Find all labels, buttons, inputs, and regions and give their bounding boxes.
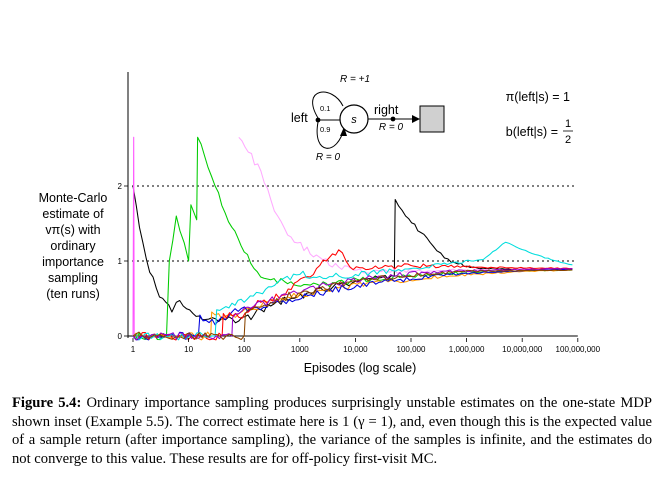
series-line xyxy=(238,136,573,274)
arc-bottom-label: R = 0 xyxy=(316,152,341,163)
x-tick-label: 100 xyxy=(238,345,252,354)
series-line xyxy=(132,241,573,341)
y-ticks: 0 1 2 xyxy=(118,182,128,341)
y-tick-label: 1 xyxy=(118,257,123,266)
terminal-state xyxy=(419,105,445,133)
x-tick-label: 10 xyxy=(184,345,193,354)
right-label: right xyxy=(374,103,399,117)
x-tick-label: 1,000,000 xyxy=(449,345,485,354)
y-axis-label-line: importance xyxy=(42,255,104,269)
y-axis-label-line: ordinary xyxy=(50,239,96,253)
y-tick-label: 2 xyxy=(118,182,123,191)
y-axis-label-line: (ten runs) xyxy=(46,287,100,301)
x-ticks: 1 10 100 1000 10,000 100,000 1,000,000 10,000,0… xyxy=(131,338,601,354)
x-tick-label: 1000 xyxy=(291,345,309,354)
state-label: s xyxy=(351,114,357,126)
series-line xyxy=(132,185,573,324)
right-reward-label: R = 0 xyxy=(379,122,404,133)
x-tick-label: 100,000 xyxy=(397,345,426,354)
y-axis-label-line: estimate of xyxy=(42,207,104,221)
mdp-inset: R = +1 R = 0 0.1 0.9 left s right R = 0 … xyxy=(291,74,573,163)
arc-top-path xyxy=(312,91,344,119)
y-axis-label-line: sampling xyxy=(47,271,99,285)
b-formula-denominator: 2 xyxy=(565,134,571,146)
caption-text: Ordinary importance sampling produces su… xyxy=(12,395,653,467)
caption-label: Figure 5.4: xyxy=(12,395,82,411)
b-formula: b(left|s) = xyxy=(506,125,558,139)
x-tick-label: 10,000,000 xyxy=(502,345,543,354)
x-tick-label: 100,000,000 xyxy=(556,345,601,354)
series-line xyxy=(132,269,573,341)
x-tick-label: 10,000 xyxy=(343,345,368,354)
y-tick-label: 0 xyxy=(118,332,123,341)
series-line xyxy=(132,268,573,341)
arc-bottom-arrowhead xyxy=(340,127,347,136)
x-tick-label: 1 xyxy=(131,345,136,354)
action-node-right xyxy=(390,116,396,122)
y-axis-label: Monte-Carlo estimate of vπ(s) with ordin… xyxy=(14,190,132,302)
b-formula-numerator: 1 xyxy=(565,118,571,130)
series-group xyxy=(132,136,573,341)
right-arrowhead xyxy=(412,115,420,123)
y-axis-label-line: Monte-Carlo xyxy=(38,191,108,205)
reference-lines xyxy=(128,185,578,337)
prob-top-label: 0.1 xyxy=(320,104,330,113)
y-axis-label-line: vπ(s) with xyxy=(45,223,101,237)
left-label: left xyxy=(291,111,308,125)
chart: 1 10 100 1000 10,000 100,000 1,000,000 10,000,0… xyxy=(118,72,601,375)
arc-top-label: R = +1 xyxy=(340,74,370,85)
prob-bottom-label: 0.9 xyxy=(320,125,330,134)
series-line xyxy=(132,136,135,337)
figure-caption: Figure 5.4: Ordinary importance sampling… xyxy=(12,394,652,468)
pi-formula: π(left|s) = 1 xyxy=(506,90,570,104)
x-axis-label: Episodes (log scale) xyxy=(304,361,417,375)
series-line xyxy=(132,136,573,341)
